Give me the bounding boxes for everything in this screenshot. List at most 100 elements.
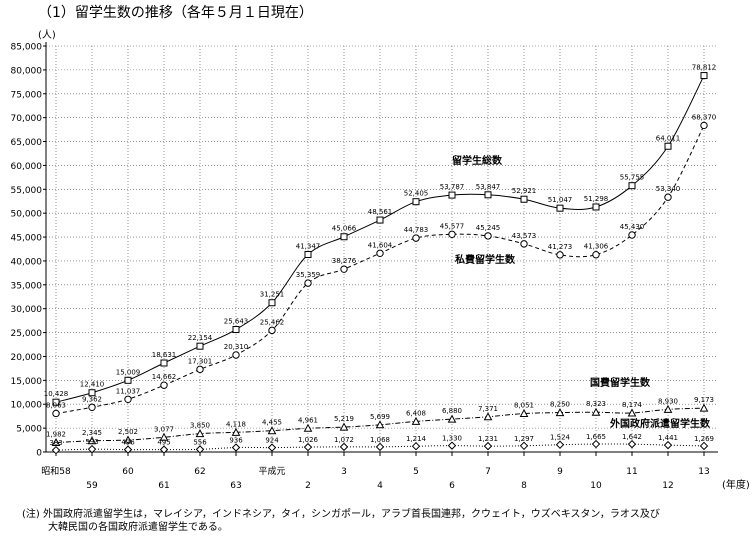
data-point — [375, 420, 385, 429]
data-point — [87, 436, 97, 445]
data-label: 25,462 — [260, 318, 285, 326]
data-label: 41,273 — [548, 243, 573, 251]
data-label: 1,026 — [298, 436, 319, 444]
data-point — [447, 414, 457, 423]
series-1: 10,428 12,410 15,009 18,631 22,154 25,643 31,2… — [44, 64, 716, 406]
x-tick-label: 5 — [413, 467, 419, 477]
data-label: 45,066 — [332, 225, 357, 233]
data-label: 43,573 — [512, 232, 537, 240]
y-tick-label: 10,000 — [11, 401, 43, 411]
data-point — [483, 412, 493, 421]
y-tick-label: 60,000 — [11, 162, 43, 172]
data-label: 41,306 — [584, 243, 609, 251]
data-label: 3,850 — [190, 422, 210, 430]
x-tick-label: 62 — [194, 467, 205, 477]
y-tick-label: 15,000 — [11, 377, 43, 387]
data-label: 1,269 — [694, 435, 714, 443]
footnote-prefix: (注) — [22, 509, 40, 520]
data-point — [699, 403, 709, 412]
y-tick-label: 70,000 — [11, 114, 43, 124]
data-point — [411, 416, 421, 425]
x-tick-labels: 昭和58 59 60 61 62 63 平成元 2 3 4 5 6 7 8 9 10 11 12 13 — [41, 465, 709, 491]
data-label: 936 — [229, 437, 243, 445]
data-label: 17,301 — [188, 357, 213, 365]
data-label: 5,219 — [334, 415, 354, 423]
data-point — [555, 408, 565, 417]
data-label: 53,847 — [476, 183, 501, 191]
data-point — [52, 409, 60, 418]
data-label: 8,063 — [46, 401, 66, 409]
data-point — [304, 251, 312, 259]
data-point — [375, 442, 385, 452]
y-tick-label: 45,000 — [11, 234, 43, 244]
data-label: 7,371 — [478, 405, 498, 413]
data-label: 18,631 — [152, 351, 177, 359]
data-label: 1,330 — [442, 435, 462, 443]
data-point — [591, 407, 601, 416]
series-name-4: 外国政府派遣留学生数 — [609, 417, 711, 430]
data-label: 35,359 — [296, 271, 321, 279]
y-tick-label: 5,000 — [16, 425, 42, 435]
data-label: 1,231 — [478, 435, 498, 443]
data-point — [448, 230, 456, 239]
data-label: 383 — [49, 439, 62, 447]
y-tick-label: 25,000 — [11, 329, 43, 339]
data-point — [195, 445, 205, 454]
data-label: 4,455 — [262, 419, 282, 427]
data-label: 38,276 — [332, 257, 357, 265]
x-tick-label: 平成元 — [258, 465, 285, 477]
series-3: 1,982 2,345 2,502 3,077 3,850 4,118 4,455 4,961… — [46, 396, 714, 447]
data-label: 2,502 — [118, 428, 138, 436]
data-label: 8,930 — [658, 397, 678, 405]
data-label: 1,072 — [334, 436, 354, 444]
x-tick-label: 2 — [305, 481, 311, 491]
footnote-line-1: 外国政府派遣留学生は，マレイシア，インドネシア，タイ，シンガポール，アラブ首長国… — [43, 509, 660, 520]
data-label: 11,037 — [116, 387, 141, 395]
data-point — [232, 351, 240, 359]
data-label: 45,577 — [440, 222, 465, 230]
data-point — [124, 376, 132, 384]
y-tick-label: 40,000 — [11, 257, 43, 267]
data-point — [483, 441, 493, 451]
data-point — [231, 443, 241, 452]
data-point — [591, 439, 601, 449]
data-point — [700, 72, 708, 80]
line-chart: 0 5,000 10,000 15,000 20,000 25,000 30,000 35,0… — [11, 29, 750, 491]
data-point — [123, 445, 133, 454]
data-point — [196, 365, 204, 374]
data-point — [592, 203, 600, 211]
chart-title: （1）留学生数の推移（各年５月１日現在） — [38, 5, 313, 21]
x-tick-label: 13 — [698, 467, 709, 477]
data-label: 3,077 — [154, 425, 174, 433]
data-point — [592, 251, 600, 259]
data-label: 53,787 — [440, 183, 465, 191]
axes — [43, 42, 718, 456]
x-tick-label: 昭和58 — [41, 466, 71, 477]
data-label: 22,154 — [188, 334, 213, 342]
data-label: 924 — [265, 437, 279, 445]
data-point — [339, 442, 349, 452]
data-label: 15,009 — [116, 368, 141, 376]
y-unit-label: (人) — [38, 29, 56, 41]
data-point — [628, 231, 636, 239]
series-name-2: 私費留学生数 — [454, 253, 516, 266]
data-label: 9,173 — [694, 396, 714, 404]
x-tick-label: 3 — [341, 467, 347, 477]
data-label: 52,405 — [404, 190, 429, 198]
y-tick-label: 85,000 — [11, 43, 43, 53]
data-label: 1,524 — [550, 434, 571, 442]
data-label: 51,298 — [584, 195, 609, 203]
data-label: 6,408 — [406, 409, 426, 417]
data-label: 6,880 — [442, 407, 462, 415]
data-label: 1,214 — [406, 435, 427, 443]
y-tick-label: 30,000 — [11, 305, 43, 315]
data-point — [664, 142, 672, 150]
series-4: 383 593 496 495 556 936 924 1,026 1,072 1,068 1,21… — [49, 433, 714, 455]
x-tick-label: 11 — [626, 467, 637, 477]
data-point — [196, 342, 204, 350]
x-tick-label: 4 — [377, 481, 383, 491]
data-label: 45,245 — [476, 224, 501, 232]
data-point — [267, 426, 277, 435]
data-label: 9,362 — [82, 395, 102, 403]
y-tick-labels: 0 5,000 10,000 15,000 20,000 25,000 30,000 35,0… — [11, 43, 43, 459]
